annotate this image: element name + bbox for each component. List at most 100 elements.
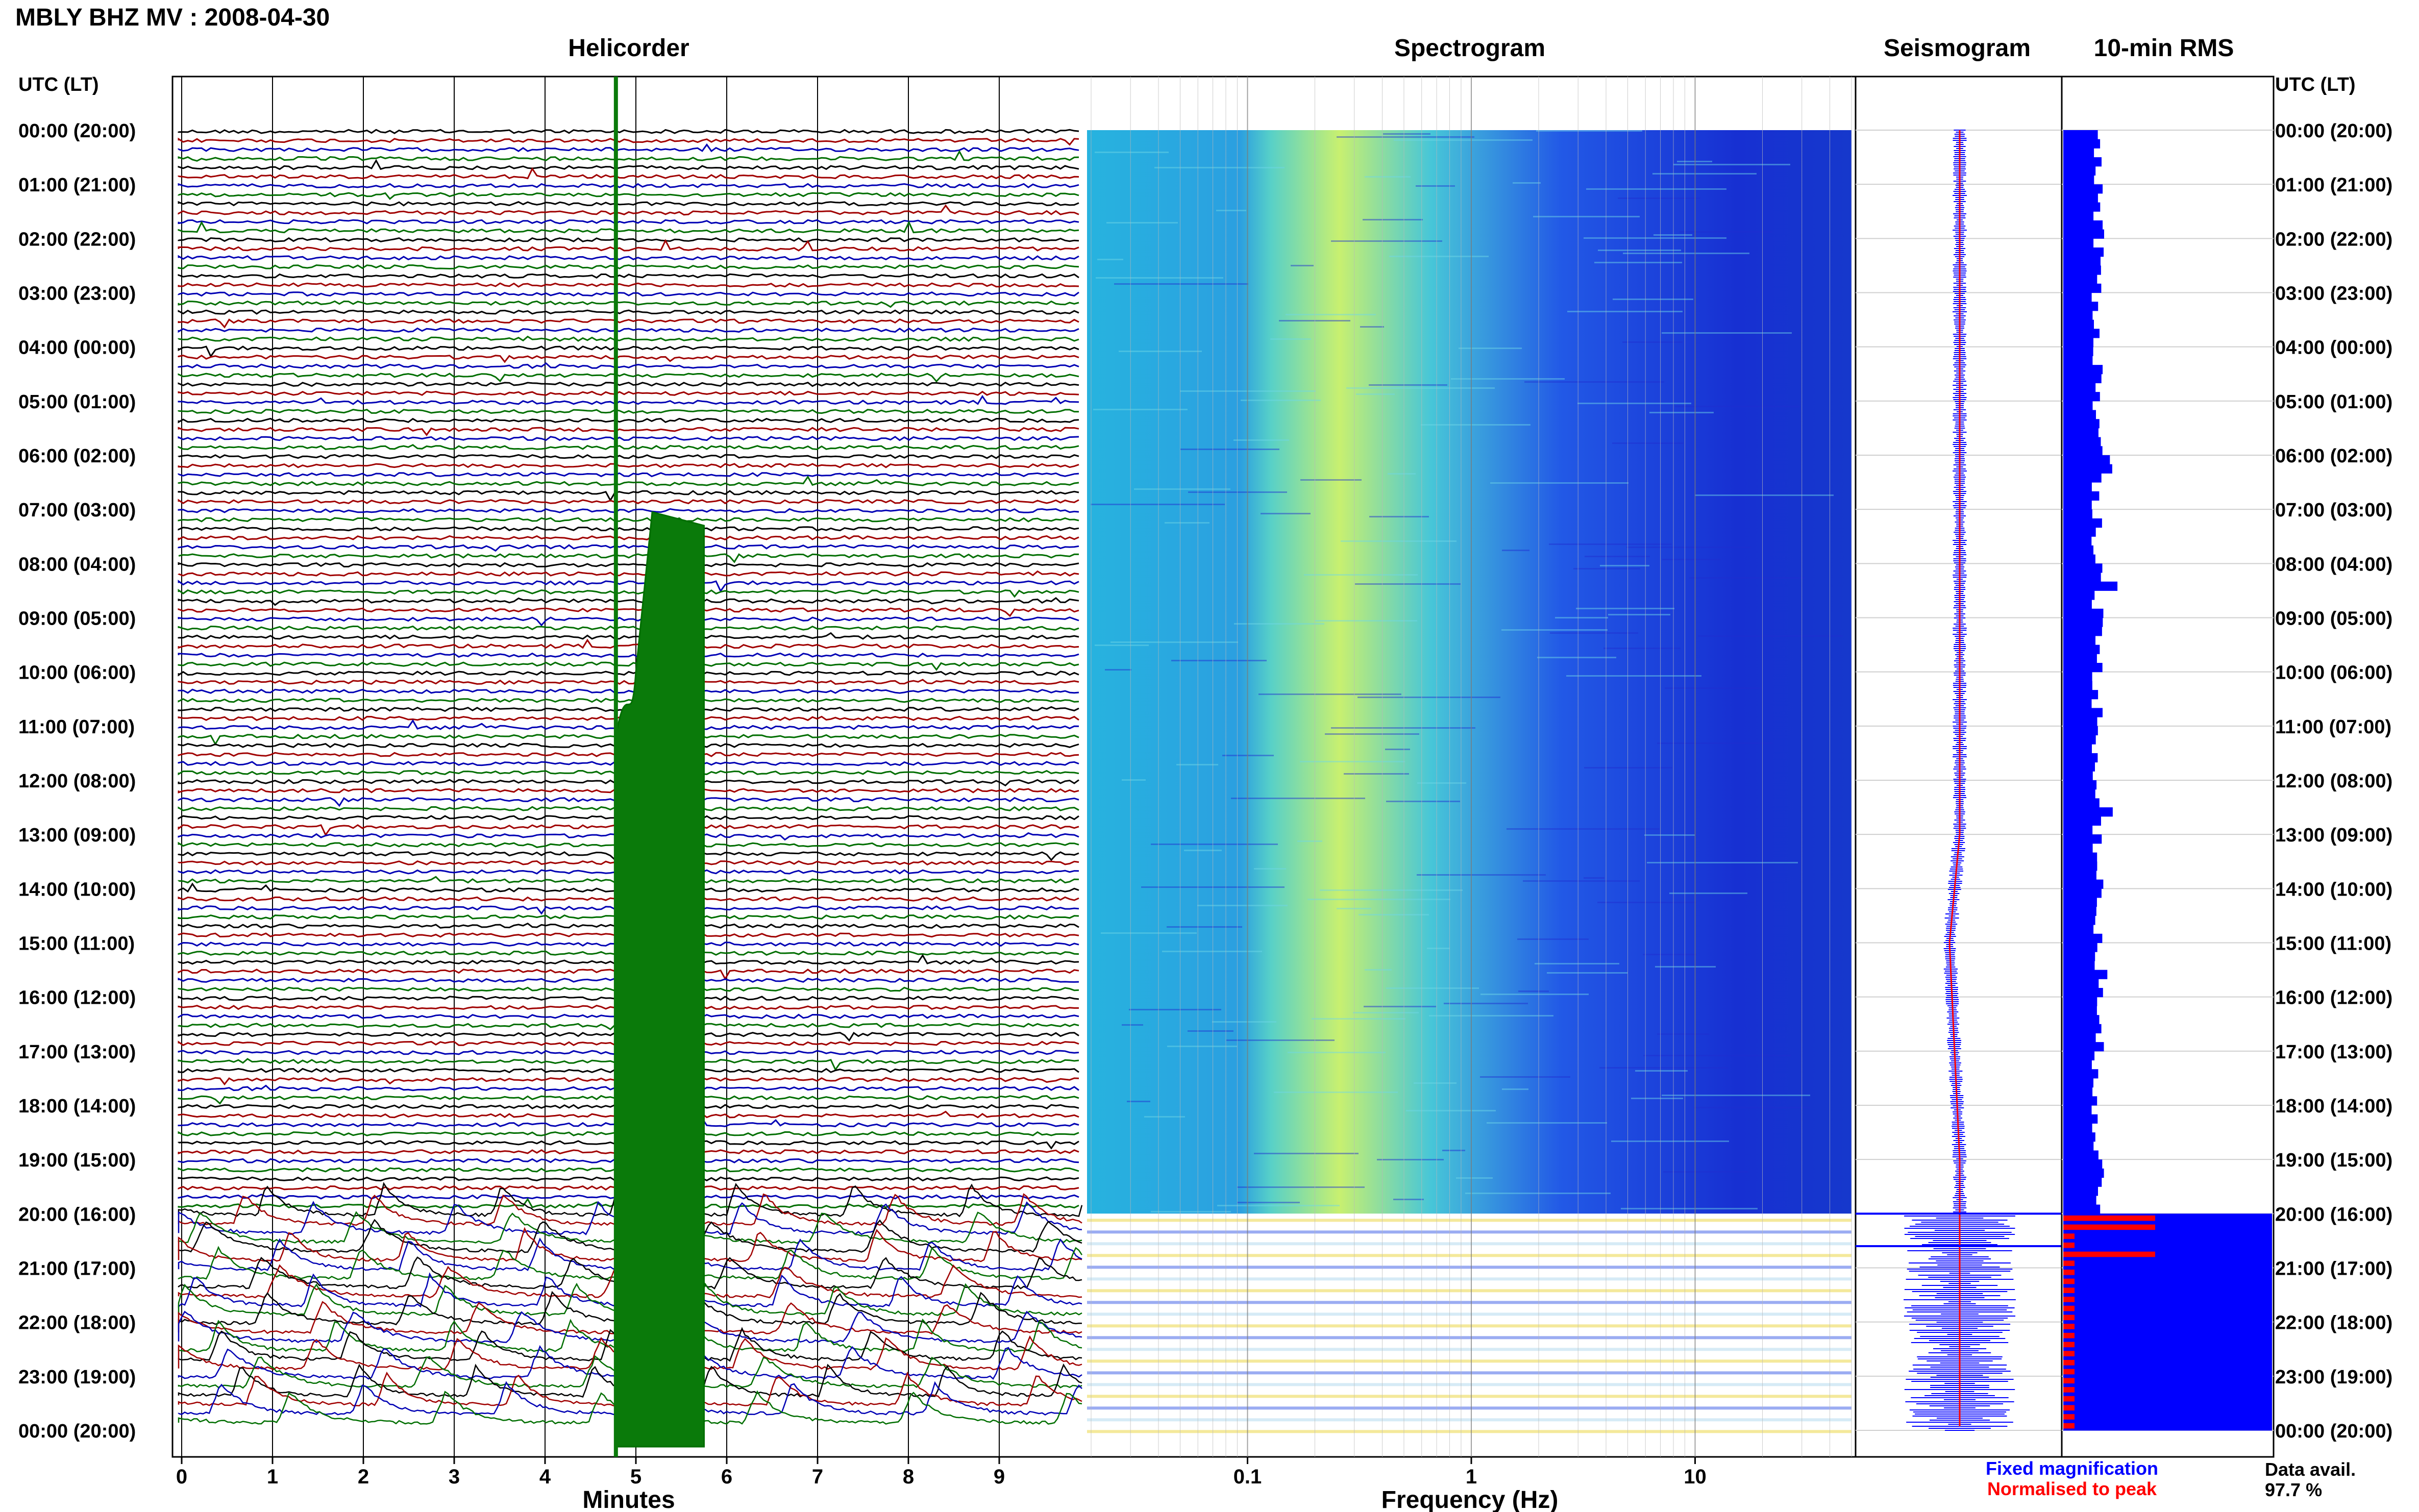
rms-bar [2063, 906, 2096, 916]
rms-bar [2063, 265, 2101, 275]
spectrogram-texture [1536, 130, 1642, 132]
spectrogram-band [1087, 1418, 1852, 1422]
rms-normalised-bar [2063, 1414, 2075, 1420]
minute-tick-label: 5 [630, 1466, 641, 1488]
spectrogram-texture [1598, 250, 1681, 251]
spectrogram-texture [1270, 338, 1311, 340]
spectrogram-texture [1626, 547, 1751, 548]
spectrogram-texture [1487, 1122, 1607, 1124]
rms-bar [2063, 1195, 2096, 1205]
spectrogram-texture [1406, 1110, 1496, 1111]
minute-tick-label: 4 [539, 1466, 551, 1488]
rms-bar [2063, 925, 2094, 934]
spectrogram-texture [1567, 311, 1683, 312]
rms-bar [2063, 157, 2102, 167]
rms-normalised-bar [2063, 1369, 2075, 1375]
helicorder-trace [178, 544, 1079, 552]
helicorder-trace [178, 607, 1079, 617]
rms-normalised-bar [2063, 1315, 2075, 1321]
spectrogram-texture [1119, 351, 1202, 352]
rms-bar [2063, 148, 2094, 158]
rms-bar [2063, 1141, 2094, 1151]
rms-bar [2063, 1132, 2095, 1142]
helicorder-trace [178, 517, 1079, 523]
spectrogram-texture [1096, 277, 1223, 279]
rms-bar [2063, 1159, 2103, 1169]
spectrogram-texture [1643, 954, 1696, 955]
time-tick-label-left: 15:00 (11:00) [18, 933, 135, 955]
rms-bar [2063, 970, 2108, 979]
frequency-tick-label: 10 [1684, 1466, 1707, 1488]
time-tick-label-right: 07:00 (03:00) [2275, 500, 2392, 521]
spectrogram-texture [1167, 926, 1242, 928]
helicorder-trace [178, 535, 1079, 541]
spectrogram-texture [1151, 1211, 1231, 1212]
spectrogram-texture [1197, 905, 1288, 906]
rms-normalised-bar [2063, 1423, 2075, 1429]
rms-bar [2063, 888, 2102, 898]
time-tick-label-right: 17:00 (13:00) [2275, 1042, 2392, 1063]
rms-normalised-bar [2063, 1251, 2155, 1257]
rms-normalised-bar [2063, 1378, 2075, 1383]
helicorder-trace [178, 264, 1079, 270]
spectrogram-texture [1325, 733, 1419, 735]
spectrogram-texture [1097, 259, 1123, 260]
rms-bar [2063, 681, 2092, 690]
spectrogram-texture [1584, 237, 1726, 239]
rms-bar [2063, 672, 2092, 681]
rms-bar [2063, 780, 2097, 790]
rms-bar [2063, 455, 2110, 465]
frequency-tick-label: 0.1 [1233, 1466, 1262, 1488]
rms-bar [2063, 708, 2103, 717]
rms-bar [2063, 1231, 2272, 1241]
rms-bar [2063, 256, 2101, 266]
spectrogram-texture [1144, 1116, 1185, 1118]
rms-bar [2063, 401, 2093, 410]
right-axis-title: UTC (LT) [2275, 74, 2356, 95]
rms-bar [2063, 1123, 2092, 1133]
rms-bar [2063, 1412, 2272, 1422]
rms-bar [2063, 699, 2092, 708]
spectrogram-texture [1644, 834, 1695, 836]
helicorder-trace [178, 300, 1079, 308]
rms-bar [2063, 943, 2097, 952]
spectrogram-texture [1188, 491, 1287, 493]
spectrogram-texture [1258, 693, 1401, 695]
minute-tick-label: 6 [721, 1466, 732, 1488]
spectrogram-texture [1550, 632, 1638, 634]
time-tick-label-left: 22:00 (18:00) [18, 1312, 136, 1334]
rms-bar [2063, 1186, 2098, 1196]
helicorder-trace [178, 508, 1079, 513]
spectrogram-band [1087, 1312, 1852, 1316]
time-tick-label-left: 00:00 (20:00) [18, 120, 136, 142]
helicorder-trace [178, 616, 1079, 627]
rms-bar [2063, 663, 2103, 673]
spectrogram-texture [1127, 1101, 1150, 1102]
spectrogram-texture [1344, 773, 1409, 775]
spectrogram-texture [1288, 1052, 1386, 1053]
time-tick-label-left: 11:00 (07:00) [18, 716, 135, 738]
time-tick-label-right: 13:00 (09:00) [2275, 825, 2392, 846]
spectrogram-texture [1184, 850, 1222, 851]
spectrogram-texture [1274, 1092, 1398, 1093]
helicorder-trace [178, 679, 1079, 685]
rms-bar [2063, 608, 2104, 618]
rms-normalised-bar [2063, 1215, 2155, 1221]
spectrogram-texture [1237, 1202, 1300, 1203]
spectrogram-texture [1356, 393, 1395, 395]
time-tick-label-right: 02:00 (22:00) [2275, 229, 2392, 250]
time-tick-label-right: 20:00 (16:00) [2275, 1204, 2392, 1225]
x-axes: 0 1 2 3 4 5 6 7 8 9 0.1 1 10 [176, 1457, 1707, 1488]
time-tick-label-right: 15:00 (11:00) [2275, 933, 2391, 955]
spectrogram-band [1087, 1395, 1852, 1398]
spectrogram-texture [1663, 1171, 1748, 1173]
rms-bar [2063, 1367, 2272, 1377]
helicorder-trace [178, 588, 1079, 598]
spectrogram-lower [1087, 1213, 1852, 1430]
spectrogram-texture [1456, 1177, 1493, 1179]
rms-bar [2063, 1042, 2104, 1052]
rms-bar [2063, 428, 2099, 438]
helicorder-trace [178, 570, 1079, 577]
rms-bar [2063, 437, 2101, 447]
spectrogram-texture [1162, 951, 1262, 952]
